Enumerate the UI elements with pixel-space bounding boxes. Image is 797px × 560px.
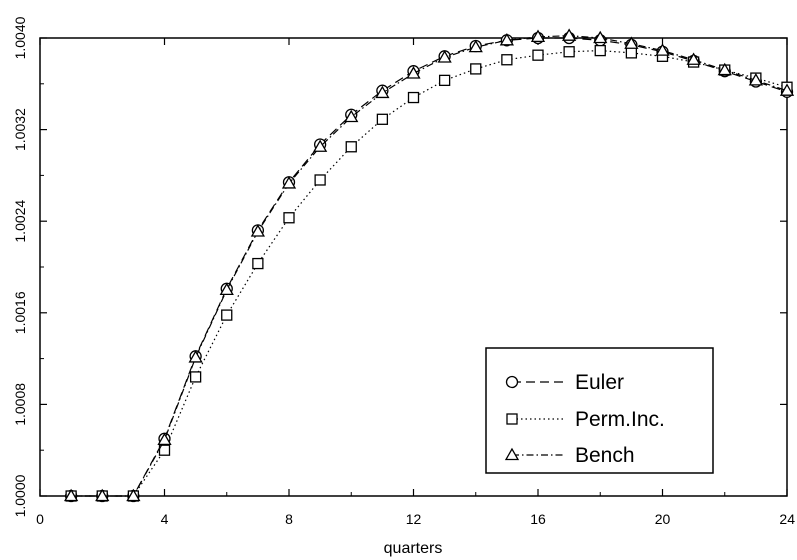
square-marker (221, 309, 233, 321)
y-tick-label: 1.0016 (12, 291, 28, 334)
triangle-marker (530, 29, 546, 43)
y-axis: 1.0000 1.0008 1.0016 1.0024 1.0032 1.0040 (12, 16, 787, 517)
square-marker (158, 444, 171, 456)
square-marker (563, 46, 575, 58)
series-layer (64, 28, 795, 503)
triangle-marker (95, 488, 110, 502)
legend: Euler Perm.Inc. Bench (485, 347, 714, 474)
square-marker (376, 113, 389, 125)
legend-box (485, 347, 714, 474)
y-tick-label: 1.0032 (12, 108, 28, 151)
triangle-marker (281, 176, 297, 189)
triangle-marker (593, 30, 608, 44)
square-marker (532, 49, 544, 61)
triangle-marker (468, 39, 483, 53)
legend-label: Euler (575, 371, 624, 394)
triangle-marker (562, 28, 577, 41)
square-marker (314, 174, 326, 186)
square-marker (189, 371, 202, 383)
x-tick-label: 12 (406, 511, 422, 527)
series-line (71, 35, 788, 497)
triangle-marker (624, 36, 639, 49)
square-marker (438, 74, 451, 87)
square-marker (594, 44, 606, 57)
legend-label: Bench (575, 444, 635, 467)
legend-square-marker (506, 413, 518, 425)
triangle-marker (655, 43, 670, 56)
triangle-marker (779, 83, 795, 96)
triangle-marker (375, 85, 390, 99)
triangle-marker (717, 62, 732, 76)
x-axis-title: quarters (384, 540, 443, 557)
square-marker (283, 212, 295, 224)
triangle-marker (64, 488, 79, 502)
x-tick-label: 24 (779, 511, 795, 527)
triangle-marker (126, 488, 141, 502)
x-tick-label: 16 (530, 511, 546, 527)
series-triangle (64, 28, 795, 502)
y-tick-label: 1.0040 (12, 16, 28, 59)
square-marker (470, 63, 482, 75)
legend-triangle-marker (504, 447, 520, 461)
square-marker (407, 91, 420, 104)
square-marker (345, 141, 357, 153)
legend-label: Perm.Inc. (575, 408, 665, 431)
square-marker (625, 47, 638, 59)
square-marker (252, 257, 264, 270)
y-tick-label: 1.0024 (12, 200, 28, 243)
x-tick-label: 20 (655, 511, 671, 527)
triangle-marker (344, 109, 359, 123)
legend-circle-marker (505, 375, 519, 389)
triangle-marker (499, 32, 514, 46)
y-tick-label: 1.0000 (12, 474, 28, 517)
triangle-marker (686, 52, 701, 65)
triangle-marker (406, 66, 421, 79)
triangle-marker (250, 224, 265, 237)
triangle-marker (219, 282, 234, 296)
square-marker (501, 54, 513, 66)
triangle-marker (748, 73, 763, 86)
triangle-marker (313, 139, 328, 152)
x-tick-label: 4 (161, 511, 169, 527)
triangle-marker (188, 350, 203, 363)
x-tick-label: 0 (36, 511, 44, 527)
x-tick-label: 8 (285, 511, 293, 527)
triangle-marker (157, 432, 172, 446)
y-tick-label: 1.0008 (12, 383, 28, 426)
triangle-marker (437, 50, 452, 63)
